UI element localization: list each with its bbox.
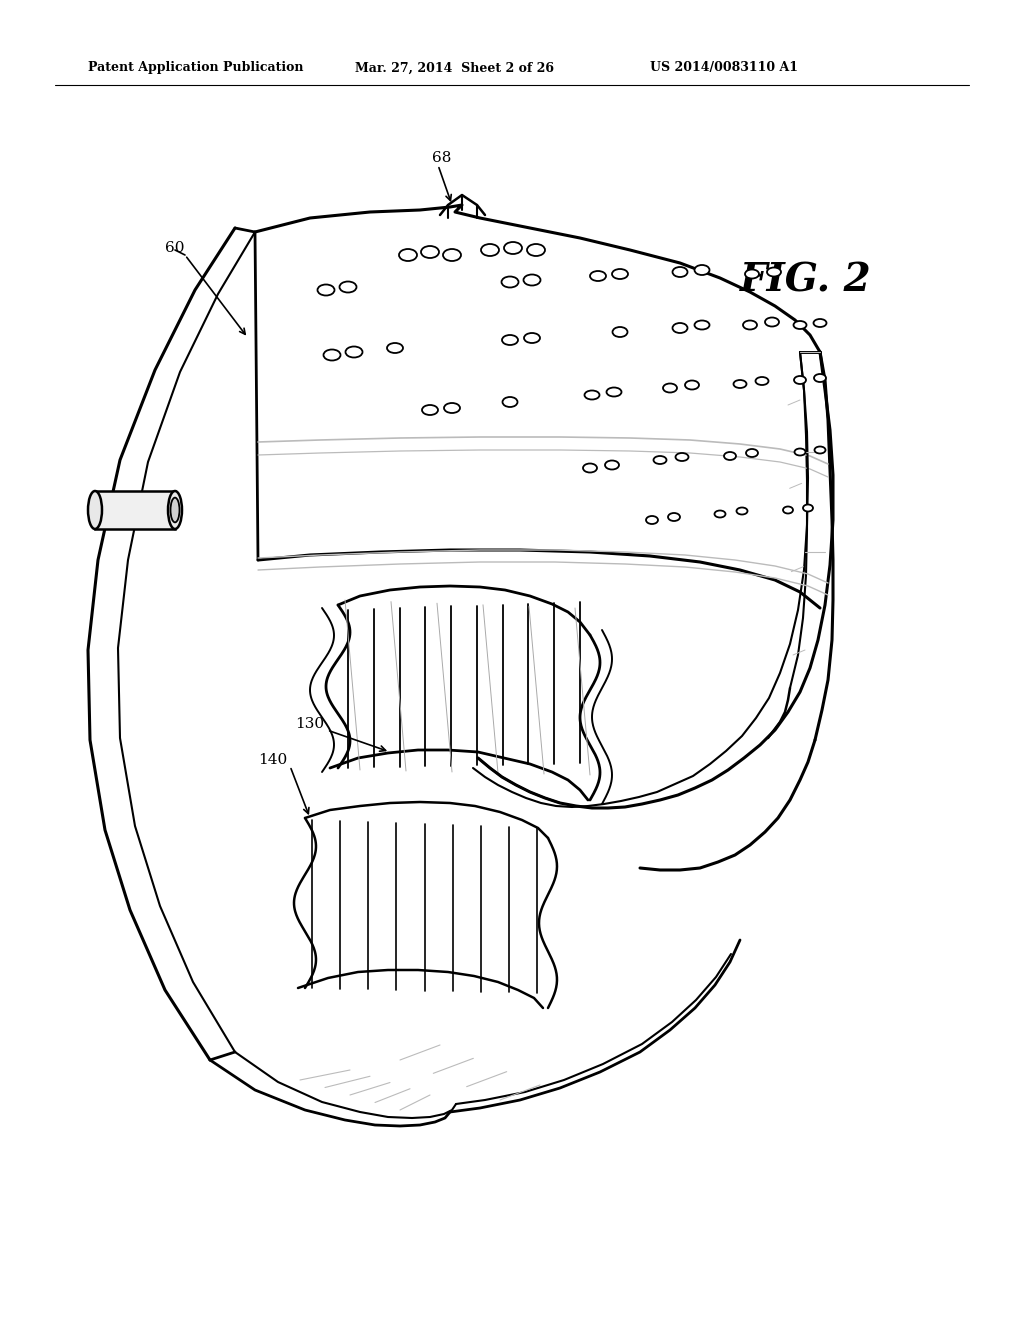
- Ellipse shape: [668, 513, 680, 521]
- Ellipse shape: [794, 321, 807, 329]
- Ellipse shape: [317, 285, 335, 296]
- Ellipse shape: [590, 271, 606, 281]
- Ellipse shape: [502, 276, 518, 288]
- Ellipse shape: [503, 397, 517, 407]
- Ellipse shape: [646, 516, 658, 524]
- Text: 140: 140: [258, 752, 288, 767]
- Ellipse shape: [653, 455, 667, 465]
- Text: FIG. 2: FIG. 2: [740, 261, 871, 300]
- Ellipse shape: [743, 321, 757, 330]
- Ellipse shape: [715, 511, 725, 517]
- Ellipse shape: [765, 318, 779, 326]
- Ellipse shape: [685, 380, 699, 389]
- Ellipse shape: [767, 268, 781, 276]
- Ellipse shape: [694, 265, 710, 275]
- Ellipse shape: [481, 244, 499, 256]
- Bar: [95, 491, 175, 529]
- Text: 62: 62: [97, 495, 117, 510]
- Ellipse shape: [814, 446, 825, 454]
- Ellipse shape: [606, 388, 622, 396]
- Ellipse shape: [88, 491, 102, 529]
- Ellipse shape: [345, 346, 362, 358]
- Ellipse shape: [612, 269, 628, 279]
- Ellipse shape: [585, 391, 599, 400]
- Ellipse shape: [504, 242, 522, 253]
- Text: Patent Application Publication: Patent Application Publication: [88, 62, 303, 74]
- Ellipse shape: [746, 449, 758, 457]
- Ellipse shape: [813, 319, 826, 327]
- Text: US 2014/0083110 A1: US 2014/0083110 A1: [650, 62, 798, 74]
- Ellipse shape: [399, 249, 417, 261]
- Ellipse shape: [605, 461, 618, 470]
- Ellipse shape: [422, 405, 438, 414]
- Ellipse shape: [694, 321, 710, 330]
- Ellipse shape: [724, 451, 736, 459]
- Ellipse shape: [524, 333, 540, 343]
- Ellipse shape: [168, 491, 182, 529]
- Ellipse shape: [756, 378, 768, 385]
- Ellipse shape: [783, 507, 793, 513]
- Ellipse shape: [736, 507, 748, 515]
- Ellipse shape: [502, 335, 518, 345]
- Ellipse shape: [387, 343, 403, 352]
- Text: 60: 60: [165, 242, 184, 255]
- Ellipse shape: [795, 449, 806, 455]
- Ellipse shape: [583, 463, 597, 473]
- Ellipse shape: [444, 403, 460, 413]
- Ellipse shape: [733, 380, 746, 388]
- Ellipse shape: [612, 327, 628, 337]
- Ellipse shape: [324, 350, 341, 360]
- Ellipse shape: [171, 498, 179, 523]
- Ellipse shape: [673, 267, 687, 277]
- Ellipse shape: [523, 275, 541, 285]
- Ellipse shape: [340, 281, 356, 293]
- Ellipse shape: [814, 374, 826, 381]
- Ellipse shape: [803, 504, 813, 511]
- Ellipse shape: [443, 249, 461, 261]
- Ellipse shape: [676, 453, 688, 461]
- Text: 130: 130: [295, 717, 325, 731]
- Ellipse shape: [663, 384, 677, 392]
- Text: 68: 68: [432, 150, 452, 165]
- Ellipse shape: [745, 269, 759, 279]
- Text: Mar. 27, 2014  Sheet 2 of 26: Mar. 27, 2014 Sheet 2 of 26: [355, 62, 554, 74]
- Ellipse shape: [794, 376, 806, 384]
- Ellipse shape: [527, 244, 545, 256]
- Ellipse shape: [421, 246, 439, 257]
- Ellipse shape: [673, 323, 687, 333]
